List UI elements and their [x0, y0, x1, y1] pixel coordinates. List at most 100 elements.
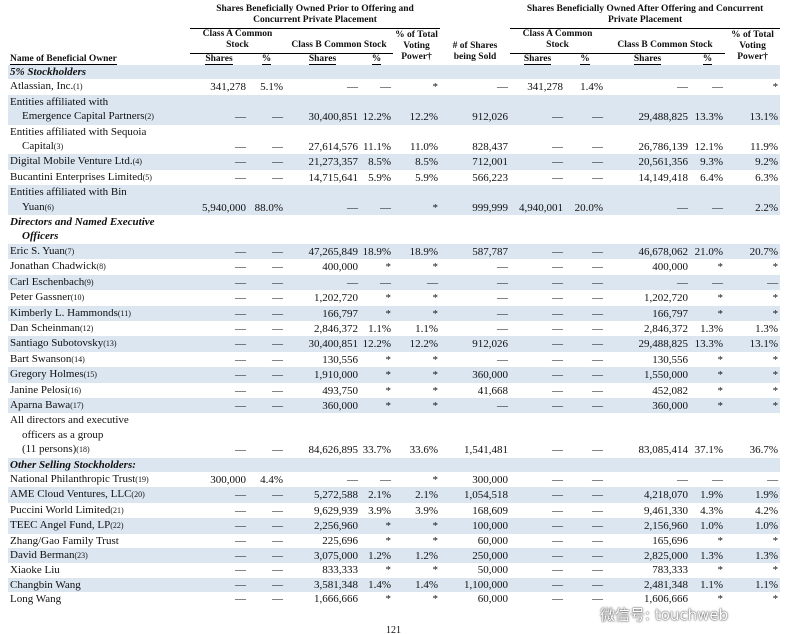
- blank: [8, 4, 190, 29]
- cell: —: [712, 473, 724, 486]
- cell: —: [190, 243, 248, 260]
- owner-name: Entities affiliated with Emergence Capita…: [8, 94, 190, 125]
- data-row: Entities affiliated with Emergence Capita…: [8, 94, 781, 125]
- cell: 1.4%: [393, 577, 441, 593]
- cell: —: [497, 292, 509, 305]
- cell: *: [690, 305, 726, 321]
- owner-name-text: Capital: [22, 140, 54, 153]
- cell: —: [190, 336, 248, 352]
- section-title: 5% Stockholders: [8, 65, 781, 80]
- cell: —: [235, 444, 246, 457]
- cell: 5.9%: [368, 171, 391, 184]
- cell: *: [432, 534, 439, 547]
- cell: 225,696: [322, 534, 358, 547]
- cell: 300,000: [210, 473, 246, 486]
- cell: *: [717, 534, 724, 547]
- cell: *: [772, 81, 779, 94]
- cell: 30,400,851: [285, 94, 360, 125]
- cell: *: [432, 384, 439, 397]
- cell: 60,000: [477, 593, 509, 606]
- data-row: Puccini World Limited(21) — — 9,629,939 3.9%…: [8, 503, 780, 518]
- cell: —: [440, 305, 511, 321]
- cell: —: [272, 322, 283, 335]
- cell: 20.0%: [565, 185, 606, 216]
- data-row: Digital Mobile Venture Ltd.(4) — —21,273,3…: [8, 154, 781, 170]
- cell: *: [772, 384, 779, 397]
- cell: —: [248, 94, 285, 125]
- cell: 1.3%: [690, 548, 726, 564]
- cell: —: [190, 397, 248, 414]
- cell: —: [248, 397, 285, 414]
- cell: 1.4%: [360, 577, 393, 593]
- owner-name-line: Janine Pelosi(16): [10, 383, 188, 398]
- section-row: 5% Stockholders: [8, 65, 781, 80]
- cell: —: [190, 577, 248, 593]
- owner-name-text: Emergence Capital Partners: [22, 110, 145, 123]
- cell: —: [592, 473, 604, 486]
- owner-name: Digital Mobile Venture Ltd.(4): [8, 154, 190, 170]
- cell: —: [677, 81, 689, 94]
- cell: *: [393, 185, 441, 216]
- cell: —: [235, 353, 246, 366]
- owner-name: Puccini World Limited(21): [8, 503, 190, 518]
- cell: —: [605, 274, 691, 291]
- cell: —: [235, 171, 246, 184]
- cell: 2.1%: [393, 487, 441, 503]
- cell: 9,461,330: [644, 504, 689, 517]
- sub-header: Class A Common Stock: [510, 28, 606, 54]
- data-row: Bart Swanson(14) — — 130,556 * * — — — 130,556 * *: [8, 352, 780, 367]
- cell: 250,000: [440, 548, 511, 564]
- cell: —: [248, 518, 285, 534]
- cell: 2,825,000: [605, 548, 691, 564]
- cell: 1,550,000: [605, 367, 691, 383]
- cell: 12.1%: [694, 141, 724, 154]
- owner-name-line: (11 persons)(18): [10, 442, 188, 457]
- footnote-ref: (6): [44, 202, 54, 212]
- cell: —: [552, 534, 564, 547]
- cell: 83,085,414: [638, 444, 689, 457]
- owner-name-line: Digital Mobile Venture Ltd.(4): [10, 154, 188, 169]
- cell: *: [360, 367, 393, 383]
- cell: —: [552, 564, 564, 577]
- cell: —: [592, 171, 604, 184]
- owner-name: Zhang/Gao Family Trust: [8, 534, 190, 548]
- cell: 1.9%: [725, 487, 781, 503]
- owner-name-line: David Berman(23): [10, 548, 188, 563]
- cell: —: [565, 487, 606, 503]
- sub-header: Class A Common Stock: [190, 28, 285, 54]
- owner-name-line: Entities affiliated with: [10, 95, 188, 109]
- cell: —: [565, 577, 606, 593]
- cell: 88.0%: [248, 185, 285, 216]
- cell: —: [497, 261, 509, 274]
- owner-name: Dan Scheinman(12): [8, 321, 190, 336]
- cell: —: [510, 548, 566, 564]
- cell: —: [552, 171, 564, 184]
- cell: —: [380, 81, 391, 94]
- cell: —: [248, 367, 285, 383]
- owner-name-text: National Philanthropic Trust: [10, 472, 136, 485]
- section-row: Other Selling Stockholders:: [8, 457, 781, 472]
- cell: 2,846,372: [314, 322, 358, 335]
- cell: 1.3%: [700, 322, 724, 335]
- cell: —: [248, 274, 285, 291]
- cell: —: [190, 154, 248, 170]
- owner-name-line: National Philanthropic Trust(19): [10, 472, 188, 487]
- cell: 3.9%: [415, 504, 439, 517]
- owner-name-text: AME Cloud Ventures, LLC: [10, 488, 132, 501]
- footnote-ref: (22): [110, 521, 124, 531]
- cell: 41,668: [477, 384, 509, 397]
- sub-header: % of Total Voting Power†: [731, 30, 774, 62]
- owner-name: David Berman(23): [8, 548, 190, 564]
- owner-name-text: Janine Pelosi: [10, 383, 68, 396]
- owner-name: Entities affiliated with Bin Yuan(6): [8, 185, 190, 216]
- cell: 9,629,939: [314, 504, 358, 517]
- data-row: Bucantini Enterprises Limited(5) — — 14,715…: [8, 170, 780, 185]
- cell: 1.4%: [580, 81, 604, 94]
- cell: *: [432, 81, 439, 94]
- column-header: Shares: [605, 54, 690, 65]
- cell: 1.3%: [755, 322, 779, 335]
- cell: —: [285, 274, 360, 291]
- cell: —: [440, 397, 511, 414]
- owner-name-text: Kimberly L. Hammonds: [10, 306, 118, 319]
- name-header: Name of Beneficial Owner: [8, 54, 190, 65]
